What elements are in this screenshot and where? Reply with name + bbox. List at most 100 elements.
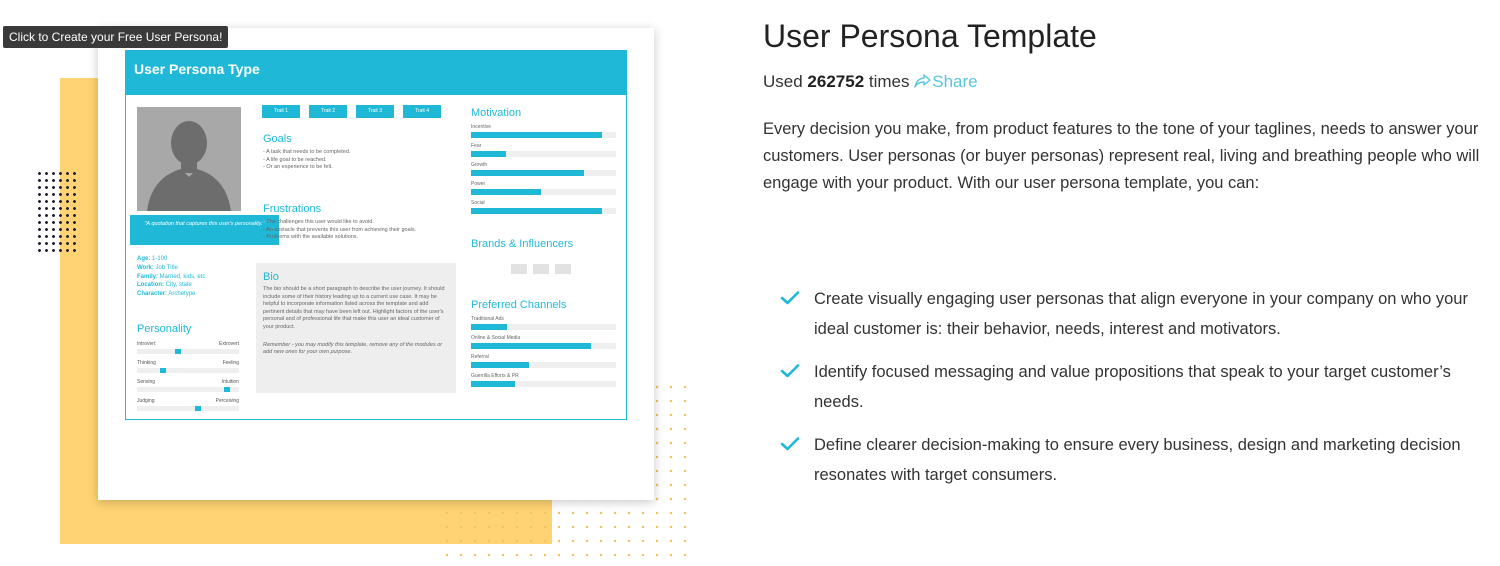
- checkmark-icon: [780, 364, 800, 378]
- motivation-label: Power: [471, 181, 486, 187]
- persona-quote: "A quotation that captures this user's p…: [130, 215, 279, 245]
- usage-suffix: times: [864, 72, 910, 91]
- frustration-item: - The challenges this user would like to…: [263, 219, 374, 225]
- frustrations-title: Frustrations: [263, 203, 322, 215]
- trait-left-label: Thinking: [137, 360, 156, 366]
- personality-trait: Judging Perceiving: [137, 398, 239, 411]
- fact-row: Location: City, state: [137, 281, 277, 290]
- fact-value: City, state: [164, 282, 192, 289]
- trait-tag: Trait 3: [356, 105, 394, 118]
- motivation-bar-fill: [471, 151, 506, 157]
- goal-item: - A life goal to be reached.: [263, 156, 327, 163]
- avatar-placeholder: [137, 107, 241, 211]
- trait-right-label: Perceiving: [215, 398, 239, 404]
- motivation-bar: [471, 132, 616, 138]
- tooltip: Click to Create your Free User Persona!: [3, 26, 229, 48]
- trait-knob: [195, 406, 202, 411]
- motivation-label: Social: [471, 200, 485, 206]
- personality-trait: Sensing Intuition: [137, 379, 239, 392]
- description: Every decision you make, from product fe…: [763, 120, 1480, 192]
- trait-left-label: Judging: [137, 398, 155, 404]
- motivation-bar-fill: [471, 189, 541, 195]
- usage-count: Used 262752 times Share: [763, 72, 978, 92]
- brands-section: Brands & Influencers: [471, 238, 616, 274]
- bio-remember: Remember - you may modify this template,…: [263, 341, 443, 356]
- trait-right-label: Intuition: [221, 379, 239, 385]
- brand-logo-placeholder: [555, 264, 571, 274]
- trait-track: [137, 368, 239, 373]
- trait-tag: Trait 1: [262, 105, 300, 118]
- motivation-bar: [471, 151, 616, 157]
- channel-bar-fill: [471, 343, 592, 349]
- trait-track: [137, 349, 239, 354]
- user-silhouette-icon: [147, 121, 231, 211]
- list-item: Identify focused messaging and value pro…: [780, 357, 1490, 417]
- channel-label: Guerrilla Efforts & PR: [471, 373, 519, 379]
- frustrations-section: Frustrations - The challenges this user …: [263, 203, 463, 242]
- goals-title: Goals: [263, 133, 292, 145]
- fact-value: Married, kids, etc: [158, 273, 206, 280]
- channels-title: Preferred Channels: [471, 299, 567, 311]
- channel-bar: [471, 381, 616, 387]
- motivation-section: Motivation Incentive Fear Growth Power S…: [471, 107, 616, 214]
- channel-bar-fill: [471, 362, 529, 368]
- brands-title: Brands & Influencers: [471, 238, 574, 250]
- fact-value: 1-100: [150, 256, 168, 262]
- channel-bar: [471, 324, 616, 330]
- benefits-list: Create visually engaging user personas t…: [780, 284, 1490, 503]
- trait-knob: [159, 368, 166, 373]
- personality-title: Personality: [137, 323, 192, 335]
- benefit-text: Identify focused messaging and value pro…: [814, 363, 1451, 411]
- trait-right-label: Feeling: [222, 360, 239, 366]
- bio-title: Bio: [263, 271, 279, 283]
- fact-key: Age:: [137, 256, 151, 262]
- fact-row: Work: Job Title: [137, 264, 277, 273]
- trait-tag: Trait 4: [403, 105, 441, 118]
- goal-item: - A task that needs to be completed.: [263, 149, 351, 155]
- motivation-title: Motivation: [471, 107, 522, 119]
- list-item: Define clearer decision-making to ensure…: [780, 430, 1490, 490]
- benefit-text: Create visually engaging user personas t…: [814, 290, 1468, 338]
- trait-left-label: Introvert: [137, 341, 156, 347]
- personality-section: Personality Introvert Extrovert Thinking F…: [137, 323, 239, 411]
- fact-row: Character: Archetype: [137, 290, 277, 299]
- trait-track: [137, 406, 239, 411]
- motivation-label: Incentive: [471, 124, 492, 130]
- goal-item: - Or an experience to be felt.: [263, 164, 333, 170]
- list-item: Create visually engaging user personas t…: [780, 284, 1490, 344]
- trait-tag: Trait 2: [309, 105, 347, 118]
- persona-facts: Age: 1-100 Work: Job Title Family: Marri…: [137, 255, 277, 299]
- motivation-bar-fill: [471, 208, 602, 214]
- channels-section: Preferred Channels Traditional Ads Onlin…: [471, 299, 616, 387]
- channel-bar-fill: [471, 381, 515, 387]
- brand-logo-placeholder: [533, 264, 549, 274]
- bio-section: Bio The bio should be a short paragraph …: [256, 263, 456, 393]
- usage-prefix: Used: [763, 72, 808, 91]
- channel-bar-fill: [471, 324, 508, 330]
- fact-value: Job Title: [153, 264, 178, 271]
- channel-label: Referral: [471, 354, 489, 360]
- usage-number: 262752: [807, 72, 865, 91]
- motivation-label: Growth: [471, 162, 488, 168]
- bio-text: The bio should be a short paragraph to d…: [263, 286, 445, 330]
- channel-bar: [471, 343, 616, 349]
- frustration-item: - Problems with the available solutions.: [263, 234, 359, 240]
- benefit-text: Define clearer decision-making to ensure…: [814, 436, 1461, 484]
- fact-row: Age: 1-100: [137, 255, 277, 264]
- motivation-bar: [471, 208, 616, 214]
- fact-key: Work:: [137, 264, 154, 271]
- motivation-bar-fill: [471, 170, 585, 176]
- trait-left-label: Sensing: [137, 379, 156, 385]
- channel-label: Online & Social Media: [471, 335, 521, 341]
- personality-trait: Introvert Extrovert: [137, 341, 239, 354]
- fact-value: Archetype: [167, 291, 196, 298]
- persona-template-preview[interactable]: User Persona Type "A quotation that capt…: [125, 50, 627, 420]
- goals-section: Goals - A task that needs to be complete…: [263, 133, 463, 172]
- trait-tags: Trait 1 Trait 2 Trait 3 Trait 4: [262, 105, 441, 118]
- share-button[interactable]: Share: [914, 72, 978, 91]
- share-icon: [914, 74, 931, 88]
- frustration-item: - An obstacle that prevents this user fr…: [263, 226, 417, 233]
- trait-knob: [223, 387, 230, 392]
- channel-label: Traditional Ads: [471, 316, 504, 322]
- trait-knob: [174, 349, 181, 354]
